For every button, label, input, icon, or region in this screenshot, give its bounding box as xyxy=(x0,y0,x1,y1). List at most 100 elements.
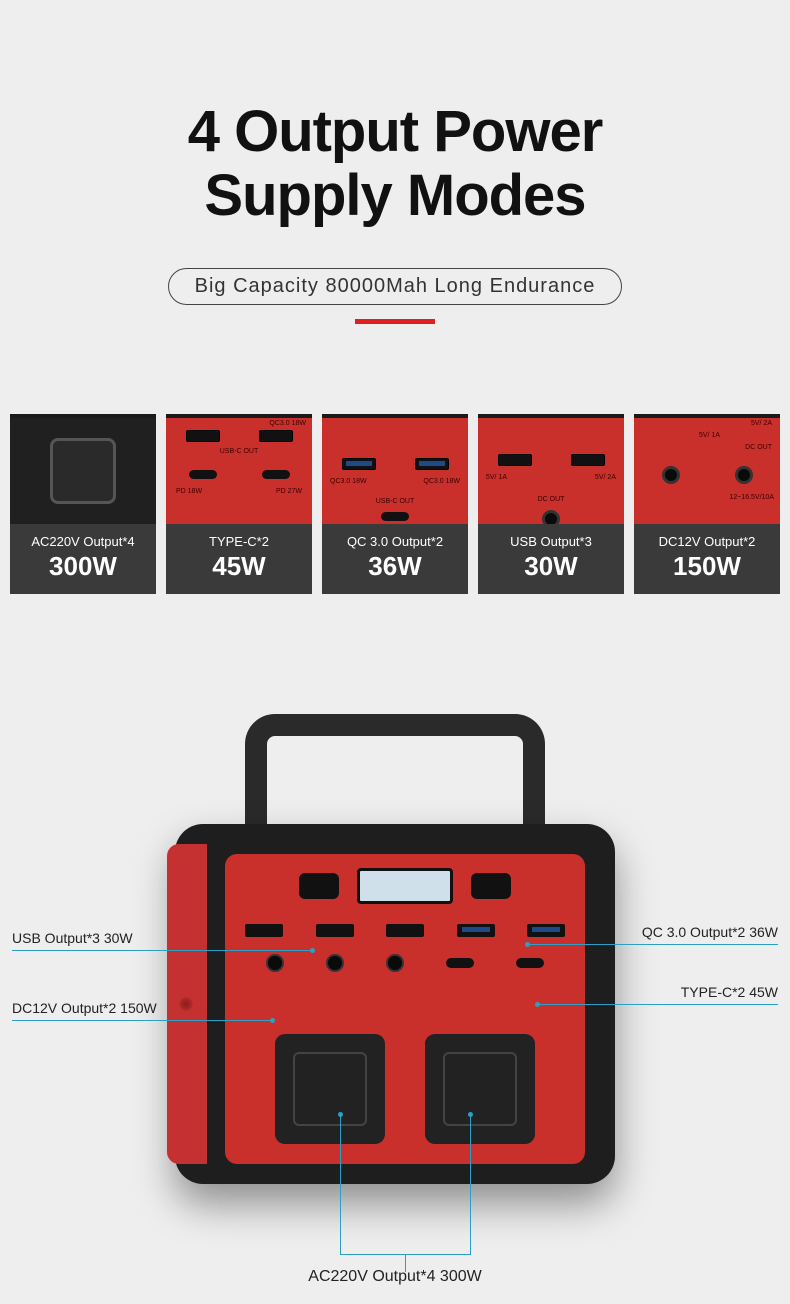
card-usb-caption: USB Output*3 30W xyxy=(478,524,624,594)
callout-dot xyxy=(525,942,530,947)
dc-port-icon xyxy=(326,954,344,972)
usb-port-icon xyxy=(259,430,293,442)
qc-port-icon xyxy=(342,458,376,470)
port-label: 5V/ 1A xyxy=(486,474,507,481)
card-typec: QC3.0 18W USB-C OUT PD 18W PD 27W TYPE-C… xyxy=(166,414,312,594)
usbc-port-icon xyxy=(516,958,544,968)
port-label: QC3.0 18W xyxy=(330,478,367,485)
callout-typec: TYPE-C*2 45W xyxy=(681,984,778,1000)
title-line1: 4 Output Power xyxy=(188,99,603,164)
card-usb: 5V/ 1A 5V/ 2A DC OUT USB Output*3 30W xyxy=(478,414,624,594)
port-label: 5V/ 2A xyxy=(595,474,616,481)
device-handle xyxy=(245,714,545,834)
card-typec-watt: 45W xyxy=(168,551,310,582)
callout-dot xyxy=(338,1112,343,1117)
card-dc-caption: DC12V Output*2 150W xyxy=(634,524,780,594)
card-qc-title: QC 3.0 Output*2 xyxy=(324,534,466,549)
port-label: 5V/ 2A xyxy=(751,420,772,427)
callout-line xyxy=(12,1020,272,1021)
usbc-port-icon xyxy=(381,512,409,521)
qc-port-icon xyxy=(415,458,449,470)
lcd-display-icon xyxy=(357,868,453,904)
ac-socket-icon xyxy=(275,1034,385,1144)
hero-section: 4 Output Power Supply Modes Big Capacity… xyxy=(0,0,790,364)
callout-ac: AC220V Output*4 300W xyxy=(0,1268,790,1286)
port-label: USB-C OUT xyxy=(220,448,259,455)
port-label: USB-C OUT xyxy=(376,498,415,505)
callout-line xyxy=(470,1114,471,1254)
qc-port-icon xyxy=(457,924,495,937)
dc-port-icon xyxy=(386,954,404,972)
output-cards-row: AC220V Output*4 300W QC3.0 18W USB-C OUT… xyxy=(0,364,790,604)
usb-port-icon xyxy=(186,430,220,442)
card-ac-watt: 300W xyxy=(12,551,154,582)
usb-port-icon xyxy=(498,454,532,466)
callout-dot xyxy=(270,1018,275,1023)
card-ac-title: AC220V Output*4 xyxy=(12,534,154,549)
dc-port-icon xyxy=(542,510,560,524)
panel-usb-row xyxy=(245,924,565,937)
card-typec-caption: TYPE-C*2 45W xyxy=(166,524,312,594)
usbc-port-icon xyxy=(446,958,474,968)
port-label: DC OUT xyxy=(745,444,772,451)
card-qc-caption: QC 3.0 Output*2 36W xyxy=(322,524,468,594)
callout-dot xyxy=(535,1002,540,1007)
callout-dot xyxy=(310,948,315,953)
usbc-port-icon xyxy=(262,470,290,479)
page-title: 4 Output Power Supply Modes xyxy=(20,100,770,228)
dc-port-icon xyxy=(662,466,680,484)
port-label: DC OUT xyxy=(538,496,565,503)
card-usb-title: USB Output*3 xyxy=(480,534,622,549)
subtitle-pill: Big Capacity 80000Mah Long Endurance xyxy=(168,268,623,305)
usb-port-icon xyxy=(571,454,605,466)
card-dc-watt: 150W xyxy=(636,551,778,582)
card-dc-title: DC12V Output*2 xyxy=(636,534,778,549)
qc-port-icon xyxy=(527,924,565,937)
usbc-port-icon xyxy=(189,470,217,479)
callout-line xyxy=(340,1114,341,1254)
port-label: 5V/ 1A xyxy=(699,432,720,439)
callout-line xyxy=(12,950,312,951)
accent-bar xyxy=(355,319,435,324)
ac-socket-icon xyxy=(425,1034,535,1144)
device-illustration xyxy=(175,714,615,1184)
usb-port-icon xyxy=(316,924,354,937)
callout-dot xyxy=(468,1112,473,1117)
card-usb-image: 5V/ 1A 5V/ 2A DC OUT xyxy=(478,414,624,524)
card-ac: AC220V Output*4 300W xyxy=(10,414,156,594)
card-usb-watt: 30W xyxy=(480,551,622,582)
card-dc-image: 5V/ 2A 5V/ 1A DC OUT 12~16.5V/10A xyxy=(634,414,780,524)
card-typec-image: QC3.0 18W USB-C OUT PD 18W PD 27W xyxy=(166,414,312,524)
port-label: PD 27W xyxy=(276,488,302,495)
dc-port-icon xyxy=(735,466,753,484)
callout-line xyxy=(528,944,778,945)
port-label: QC3.0 18W xyxy=(269,420,306,427)
device-diagram: USB Output*3 30W DC12V Output*2 150W QC … xyxy=(0,664,790,1304)
ac-socket-icon xyxy=(10,418,156,524)
port-label: PD 18W xyxy=(176,488,202,495)
card-qc-image: QC3.0 18W QC3.0 18W USB-C OUT xyxy=(322,414,468,524)
port-label: QC3.0 18W xyxy=(423,478,460,485)
card-qc: QC3.0 18W QC3.0 18W USB-C OUT QC 3.0 Out… xyxy=(322,414,468,594)
card-qc-watt: 36W xyxy=(324,551,466,582)
panel-c-row xyxy=(245,954,565,972)
title-line2: Supply Modes xyxy=(204,163,585,228)
card-ac-image xyxy=(10,414,156,524)
port-label: 12~16.5V/10A xyxy=(729,494,774,501)
panel-socket-row xyxy=(255,1034,555,1144)
usb-port-icon xyxy=(245,924,283,937)
card-typec-title: TYPE-C*2 xyxy=(168,534,310,549)
fan-icon xyxy=(171,944,201,1064)
callout-dc: DC12V Output*2 150W xyxy=(12,1000,157,1016)
card-dc: 5V/ 2A 5V/ 1A DC OUT 12~16.5V/10A DC12V … xyxy=(634,414,780,594)
device-front-panel xyxy=(225,854,585,1164)
panel-top-row xyxy=(225,868,585,904)
callout-usb: USB Output*3 30W xyxy=(12,930,133,946)
power-button-icon xyxy=(299,873,339,899)
dc-port-icon xyxy=(266,954,284,972)
callout-line xyxy=(538,1004,778,1005)
usb-port-icon xyxy=(386,924,424,937)
card-ac-caption: AC220V Output*4 300W xyxy=(10,524,156,594)
callout-qc: QC 3.0 Output*2 36W xyxy=(642,924,778,940)
power-button-icon xyxy=(471,873,511,899)
